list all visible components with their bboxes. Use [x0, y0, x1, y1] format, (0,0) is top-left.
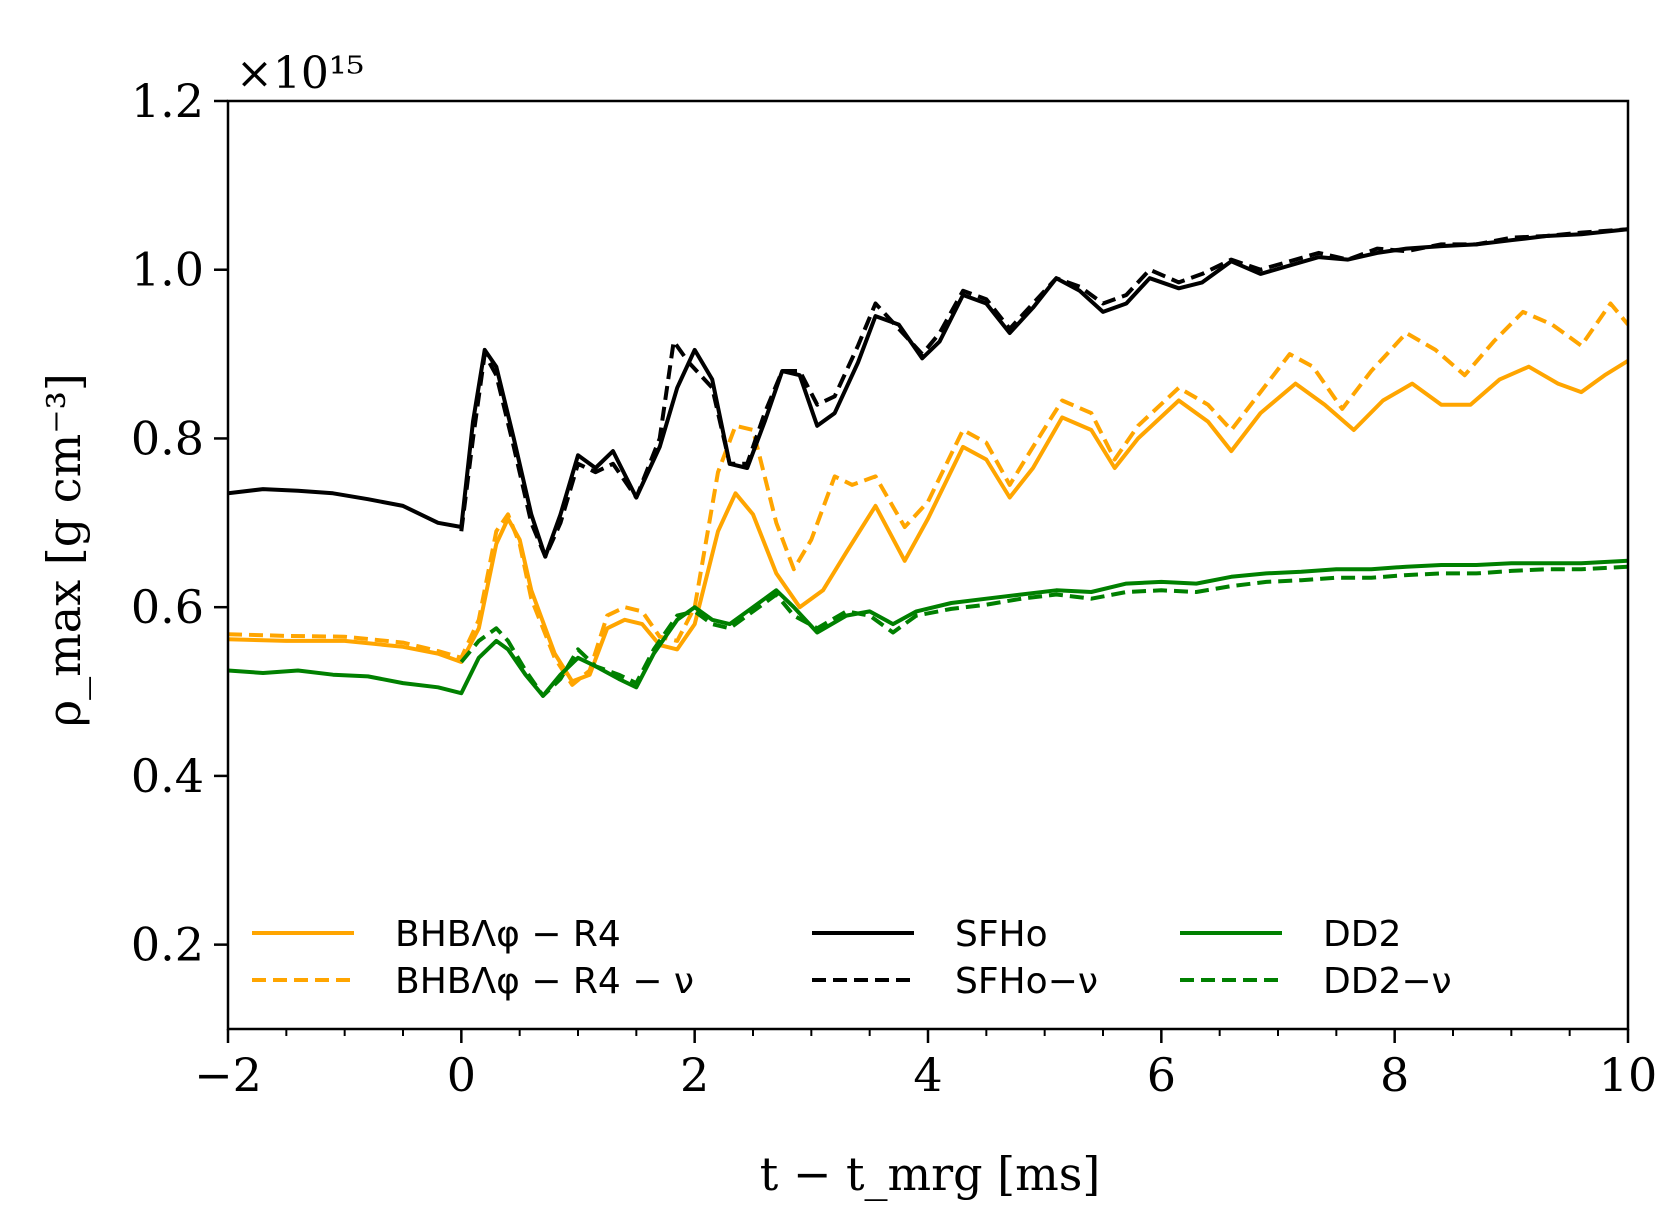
x-tick-label: 10: [1599, 1048, 1658, 1102]
x-tick-label: −2: [194, 1048, 262, 1102]
x-tick-label: 2: [680, 1048, 709, 1102]
legend-label-5: DD2−ν: [1323, 961, 1452, 1002]
series-line-5: [459, 564, 1628, 698]
x-axis-label: t − t_mrg [ms]: [760, 1147, 1101, 1201]
series-line-2: [228, 227, 1628, 559]
y-tick-label: 0.2: [131, 918, 204, 972]
series-line-3: [459, 227, 1628, 559]
series-line-0: [228, 359, 1628, 684]
y-tick-label: 0.6: [131, 580, 204, 634]
x-tick-label: 4: [913, 1048, 942, 1102]
y-tick-label: 1.0: [131, 243, 204, 297]
axes: −2 0 2 4 6 8 10 0.2 0.4 0.6 0.8 1.0 1.2: [131, 74, 1657, 1102]
y-tick-label: 0.4: [131, 749, 204, 803]
legend-label-4: DD2: [1323, 914, 1401, 955]
x-tick-label: 0: [447, 1048, 476, 1102]
legend-label-2: SFHo: [955, 914, 1048, 955]
legend-label-0: BHBΛφ − R4: [395, 914, 621, 955]
series-line-4: [228, 558, 1628, 698]
legend-label-1: BHBΛφ − R4 − ν: [395, 961, 694, 1002]
y-multiplier-label: ×10¹⁵: [236, 48, 364, 99]
legend-label-3: SFHo−ν: [955, 961, 1098, 1002]
x-tick-label: 6: [1147, 1048, 1176, 1102]
series-layer: [228, 227, 1628, 698]
x-tick-label: 8: [1380, 1048, 1409, 1102]
y-axis-label: ρ_max [g cm⁻³]: [37, 373, 91, 727]
y-tick-label: 1.2: [131, 74, 204, 128]
legend: BHBΛφ − R4 BHBΛφ − R4 − ν SFHo SFHo−ν DD2 DD2…: [252, 914, 1452, 1002]
series-line-1: [228, 301, 1628, 687]
y-tick-label: 0.8: [131, 411, 204, 465]
